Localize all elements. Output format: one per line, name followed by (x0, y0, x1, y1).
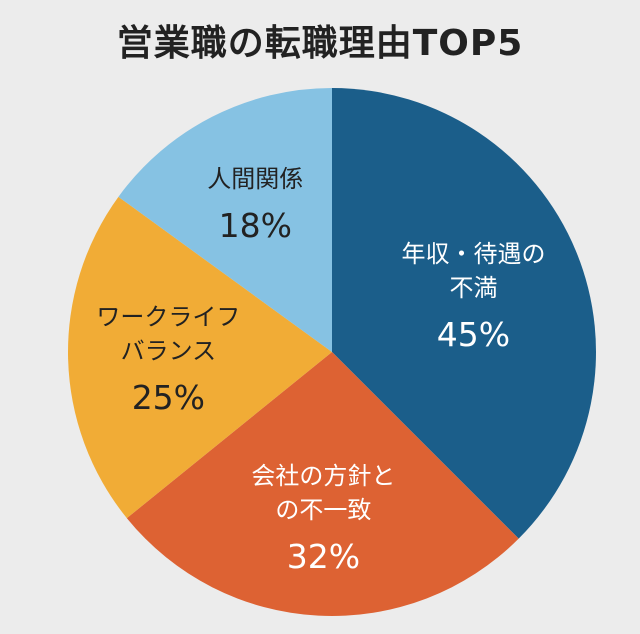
slice-category-label: バランス (121, 337, 217, 365)
pie-slice-relations (118, 88, 332, 352)
slice-category-label: ワークライフ (96, 303, 240, 331)
pie-slice-work-life (68, 196, 333, 519)
slice-category-label: 人間関係 (207, 165, 303, 193)
slice-category-label: 会社の方針と (251, 462, 395, 490)
slice-percent-label: 18% (219, 206, 292, 245)
slice-category-label: 年収・待遇の (401, 240, 545, 268)
chart-title: 営業職の転職理由TOP5 (116, 23, 524, 64)
slice-percent-label: 25% (132, 378, 205, 417)
slice-category-label: 不満 (449, 274, 497, 302)
slice-category-label: の不一致 (275, 496, 371, 524)
pie-slice-salary (332, 88, 597, 539)
slice-percent-label: 45% (437, 315, 510, 354)
slice-percent-label: 32% (287, 537, 360, 576)
pie-slice-policy (126, 352, 519, 617)
slice-label-relations: 人間関係 18% (207, 165, 303, 245)
